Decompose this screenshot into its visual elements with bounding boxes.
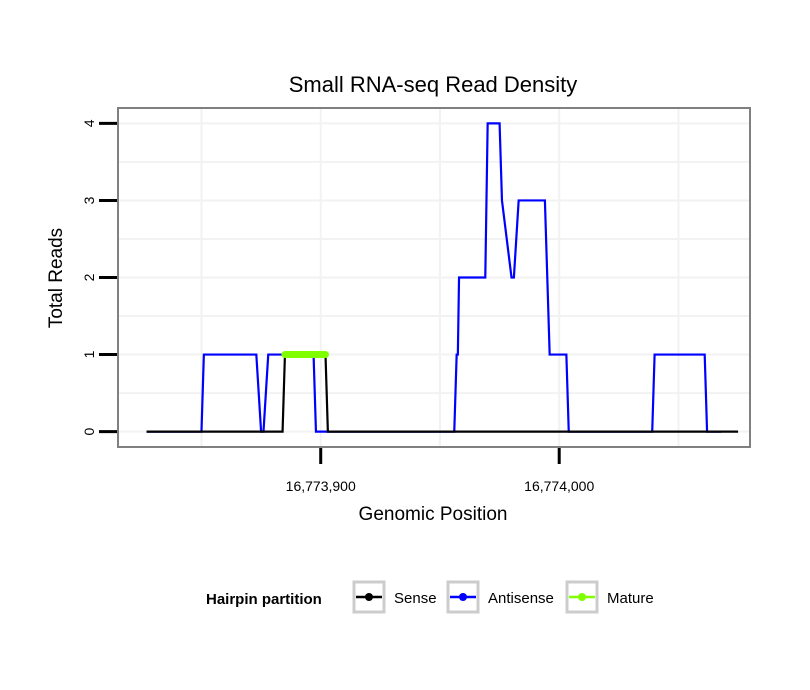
legend-label: Sense (394, 590, 437, 607)
legend-item-mature: Mature (565, 580, 654, 614)
legend-key-dot (365, 593, 373, 601)
legend-key-dot (459, 593, 467, 601)
legend: Hairpin partition Sense Antisense Mature (206, 580, 654, 614)
y-axis: 0 1 2 3 4 (81, 119, 117, 435)
legend-key-box (446, 580, 480, 614)
y-tick-label: 3 (81, 196, 97, 204)
y-tick-label: 2 (81, 273, 97, 281)
series-line-antisense (146, 122, 722, 433)
series-layer (146, 122, 739, 433)
x-axis-title: Genomic Position (359, 504, 508, 525)
x-tick-label: 16,773,900 (286, 478, 356, 494)
y-axis-title: Total Reads (46, 228, 67, 328)
plot-panel-border (117, 107, 751, 448)
legend-title: Hairpin partition (206, 591, 322, 608)
y-tick-label: 0 (81, 427, 97, 435)
legend-item-sense: Sense (352, 580, 437, 614)
legend-label: Mature (607, 590, 654, 607)
legend-item-antisense: Antisense (446, 580, 554, 614)
x-axis: 16,773,900 16,774,000 (286, 448, 594, 494)
y-tick-label: 4 (81, 119, 97, 127)
chart-title: Small RNA-seq Read Density (289, 72, 578, 97)
legend-key-dot (578, 593, 586, 601)
y-tick-label: 1 (81, 350, 97, 358)
x-tick-label: 16,774,000 (524, 478, 594, 494)
legend-label: Antisense (488, 590, 554, 607)
